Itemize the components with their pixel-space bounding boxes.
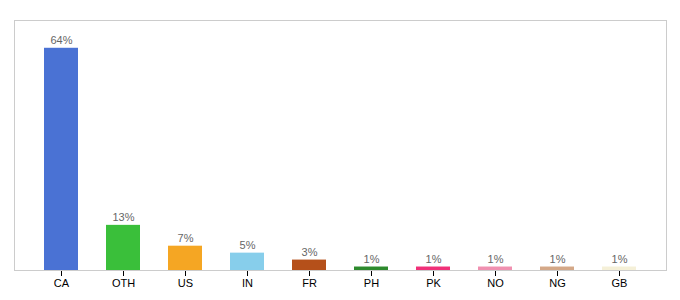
svg-text:US: US xyxy=(178,277,193,289)
svg-text:64%: 64% xyxy=(50,34,72,46)
svg-text:7%: 7% xyxy=(178,232,194,244)
svg-text:1%: 1% xyxy=(612,253,628,265)
svg-text:1%: 1% xyxy=(426,253,442,265)
svg-text:NO: NO xyxy=(487,277,504,289)
svg-text:OTH: OTH xyxy=(112,277,135,289)
svg-text:IN: IN xyxy=(242,277,253,289)
svg-text:PK: PK xyxy=(426,277,441,289)
svg-text:3%: 3% xyxy=(302,246,318,258)
svg-text:1%: 1% xyxy=(364,253,380,265)
svg-text:13%: 13% xyxy=(112,211,134,223)
svg-text:GB: GB xyxy=(612,277,628,289)
svg-text:FR: FR xyxy=(302,277,317,289)
svg-text:1%: 1% xyxy=(488,253,504,265)
svg-text:PH: PH xyxy=(364,277,379,289)
svg-text:NG: NG xyxy=(549,277,566,289)
svg-text:CA: CA xyxy=(54,277,70,289)
svg-text:5%: 5% xyxy=(240,239,256,251)
svg-text:1%: 1% xyxy=(550,253,566,265)
